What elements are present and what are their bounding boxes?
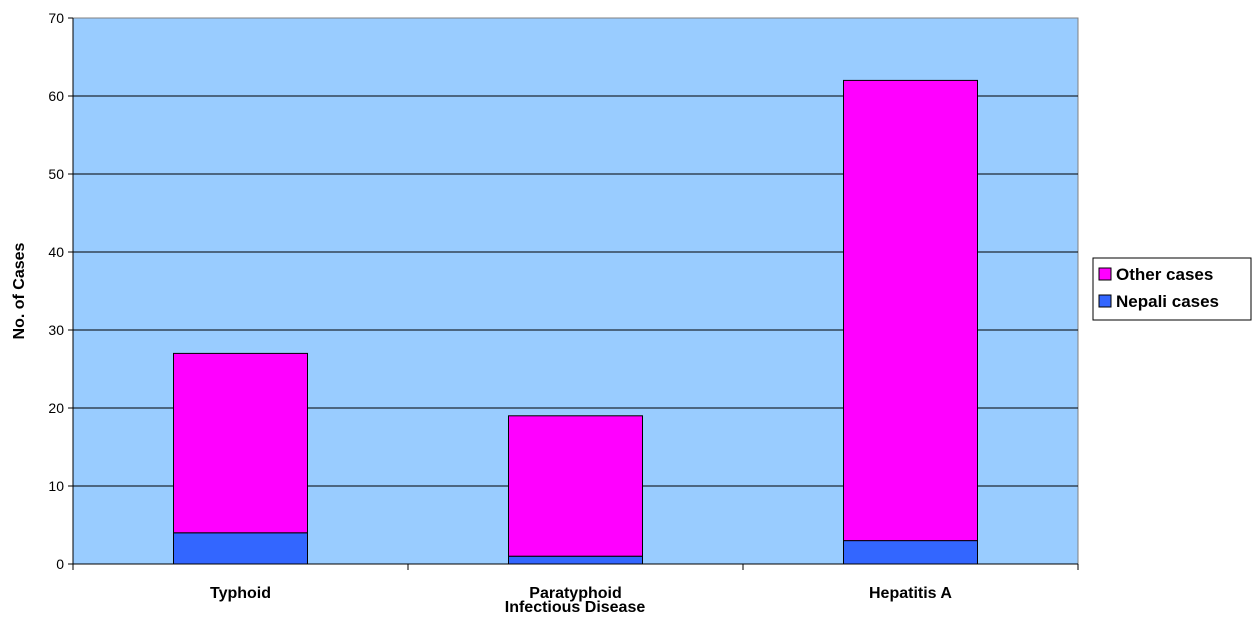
bars xyxy=(173,79,978,565)
legend-box xyxy=(1092,257,1252,321)
x-tick-label: Hepatitis A xyxy=(869,585,952,602)
x-axis-title: Infectious Disease xyxy=(505,599,646,616)
y-tick-label: 50 xyxy=(48,166,64,182)
y-tick-label: 40 xyxy=(48,244,64,260)
y-tick-label: 70 xyxy=(48,10,64,26)
y-tick-label: 60 xyxy=(48,88,64,104)
bar-nepali-cases xyxy=(843,540,978,565)
bar-other-cases xyxy=(508,415,643,557)
y-tick-label: 0 xyxy=(56,556,64,572)
legend: Other cases Nepali cases xyxy=(1092,257,1252,321)
y-tick-label: 30 xyxy=(48,322,64,338)
bar-nepali-cases xyxy=(173,532,308,565)
x-tick-labels: Typhoid Paratyphoid Hepatitis A xyxy=(210,585,952,602)
bar-nepali-cases xyxy=(508,555,643,565)
legend-swatch xyxy=(1098,267,1112,281)
legend-label: Nepali cases xyxy=(1116,292,1219,311)
x-tick-label: Typhoid xyxy=(210,585,271,602)
legend-label: Other cases xyxy=(1116,265,1213,284)
y-tick-labels: 0 10 20 30 40 50 60 70 xyxy=(48,10,64,572)
bar-other-cases xyxy=(173,352,308,534)
bar-other-cases xyxy=(843,79,978,542)
y-tick-label: 10 xyxy=(48,478,64,494)
y-tick-label: 20 xyxy=(48,400,64,416)
legend-swatch xyxy=(1098,294,1112,308)
x-tick-label: Paratyphoid xyxy=(529,585,621,602)
y-axis-title: No. of Cases xyxy=(11,242,28,339)
